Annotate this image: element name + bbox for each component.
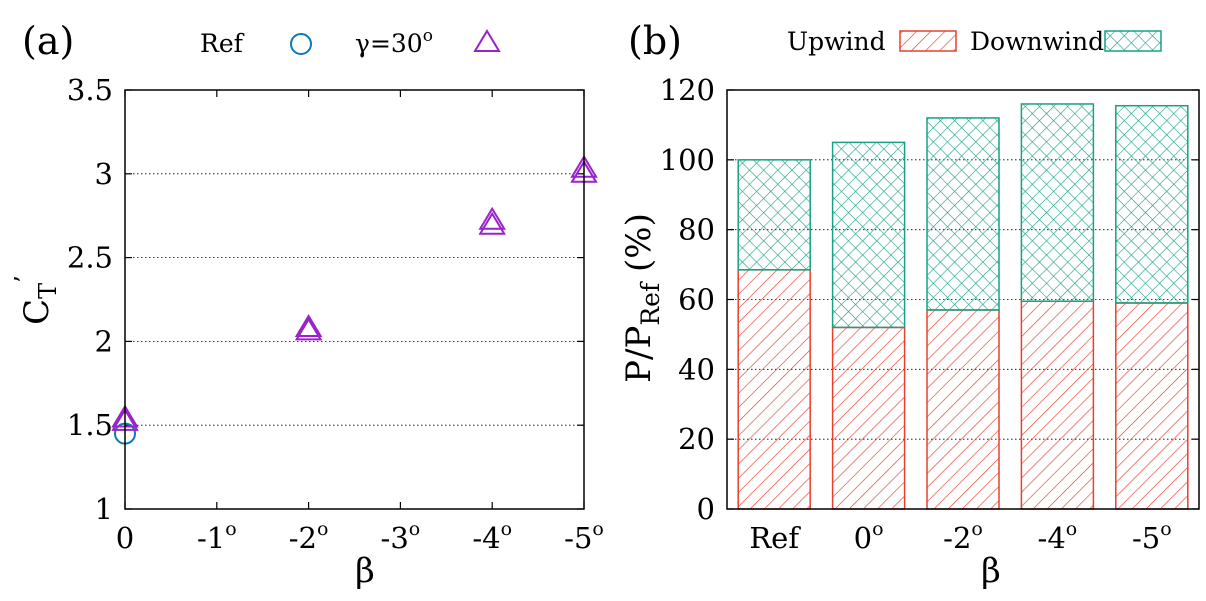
point-gamma30 bbox=[478, 206, 506, 230]
legend-marker-ref bbox=[290, 33, 312, 55]
x-tick-label: 0o bbox=[854, 518, 884, 555]
y-tick-label: 3 bbox=[95, 157, 113, 191]
grid-a bbox=[125, 173, 584, 426]
x-tick-label: -2o bbox=[943, 518, 983, 555]
legend-label-upwind: Upwind bbox=[787, 27, 886, 56]
y-tick-label: 120 bbox=[660, 73, 715, 107]
x-tick-label: -3o bbox=[381, 518, 421, 555]
x-tick-label: -5o bbox=[564, 518, 604, 555]
scatter-chart: (a) Ref γ=30o 1 1.5 2 2.5 3 3.5 0 -1o -2o -3o -4o… bbox=[10, 19, 604, 591]
y-tick-label: 0 bbox=[697, 492, 715, 526]
legend-label-ref: Ref bbox=[200, 29, 245, 58]
panel-label-a: (a) bbox=[22, 19, 74, 63]
y-tick-label: 2 bbox=[95, 324, 113, 358]
bar-downwind bbox=[737, 159, 811, 271]
y-axis-title-a: CT’ bbox=[10, 275, 62, 325]
legend-gamma-sup: o bbox=[423, 26, 433, 46]
legend-swatch-upwind bbox=[899, 30, 957, 52]
y-tick-label: 60 bbox=[678, 283, 715, 317]
x-tick-label: -1o bbox=[197, 518, 237, 555]
legend-gamma-text: γ=30 bbox=[355, 29, 423, 58]
y-axis-title-b-base: P/P bbox=[619, 326, 659, 383]
legend-a: Ref γ=30o bbox=[200, 26, 501, 58]
y-tick-label: 40 bbox=[678, 352, 715, 386]
bar-upwind bbox=[737, 269, 811, 510]
y-tick-label: 20 bbox=[678, 422, 715, 456]
legend-b: Upwind Downwind bbox=[787, 27, 1162, 56]
legend-swatch-downwind bbox=[1104, 30, 1162, 52]
bar-upwind bbox=[831, 326, 906, 510]
y-axis-title-a-sup: ’ bbox=[10, 275, 38, 283]
x-axis-a: 0 -1o -2o -3o -4o -5o bbox=[116, 90, 604, 555]
x-tick-label: Ref bbox=[749, 521, 801, 555]
bar-downwind bbox=[831, 141, 906, 329]
x-tick-label: -5o bbox=[1132, 518, 1172, 555]
x-axis-b: Ref 0o -2o -4o -5o bbox=[749, 518, 1171, 555]
bar-downwind bbox=[926, 117, 1000, 311]
y-tick-label: 1.5 bbox=[67, 408, 113, 442]
bar-downwind bbox=[1115, 104, 1189, 304]
bar-upwind bbox=[1020, 300, 1095, 510]
y-axis-title-b-suffix: (%) bbox=[619, 213, 659, 283]
y-tick-label: 2.5 bbox=[67, 241, 113, 275]
y-tick-label: 100 bbox=[660, 143, 715, 177]
legend-label-gamma: γ=30o bbox=[355, 26, 433, 58]
plot-frame-a bbox=[124, 89, 585, 510]
x-tick-label: 0 bbox=[116, 521, 134, 555]
y-tick-label: 1 bbox=[95, 492, 113, 526]
bar-upwind bbox=[926, 309, 1000, 510]
bar-downwind bbox=[1020, 103, 1095, 302]
x-tick-label: -4o bbox=[1038, 518, 1078, 555]
point-gamma30 bbox=[294, 317, 323, 341]
y-tick-label: 3.5 bbox=[67, 73, 113, 107]
x-axis-title-b: β bbox=[981, 551, 1001, 591]
y-axis-title-a-sub: T bbox=[34, 283, 62, 299]
x-tick-label: -2o bbox=[289, 518, 329, 555]
y-axis-b: 0 20 40 60 80 100 120 bbox=[660, 73, 1199, 526]
y-tick-label: 80 bbox=[678, 213, 715, 247]
y-axis-title-b-sub: Ref bbox=[636, 281, 665, 326]
point-gamma30 bbox=[294, 314, 323, 337]
legend-marker-gamma bbox=[473, 29, 501, 52]
bar-upwind bbox=[1115, 302, 1189, 510]
y-axis-a: 1 1.5 2 2.5 3 3.5 bbox=[67, 73, 584, 526]
plot-frame-b bbox=[726, 89, 1200, 510]
panel-label-b: (b) bbox=[628, 19, 682, 63]
y-axis-title-a-base: C bbox=[17, 299, 57, 325]
legend-label-downwind: Downwind bbox=[970, 27, 1104, 56]
y-axis-title-b: P/PRef (%) bbox=[619, 213, 665, 383]
x-tick-label: -4o bbox=[472, 518, 512, 555]
point-gamma30 bbox=[478, 211, 506, 235]
bars-b bbox=[737, 103, 1189, 510]
x-axis-title-a: β bbox=[355, 551, 375, 591]
data-points-a bbox=[111, 154, 598, 445]
